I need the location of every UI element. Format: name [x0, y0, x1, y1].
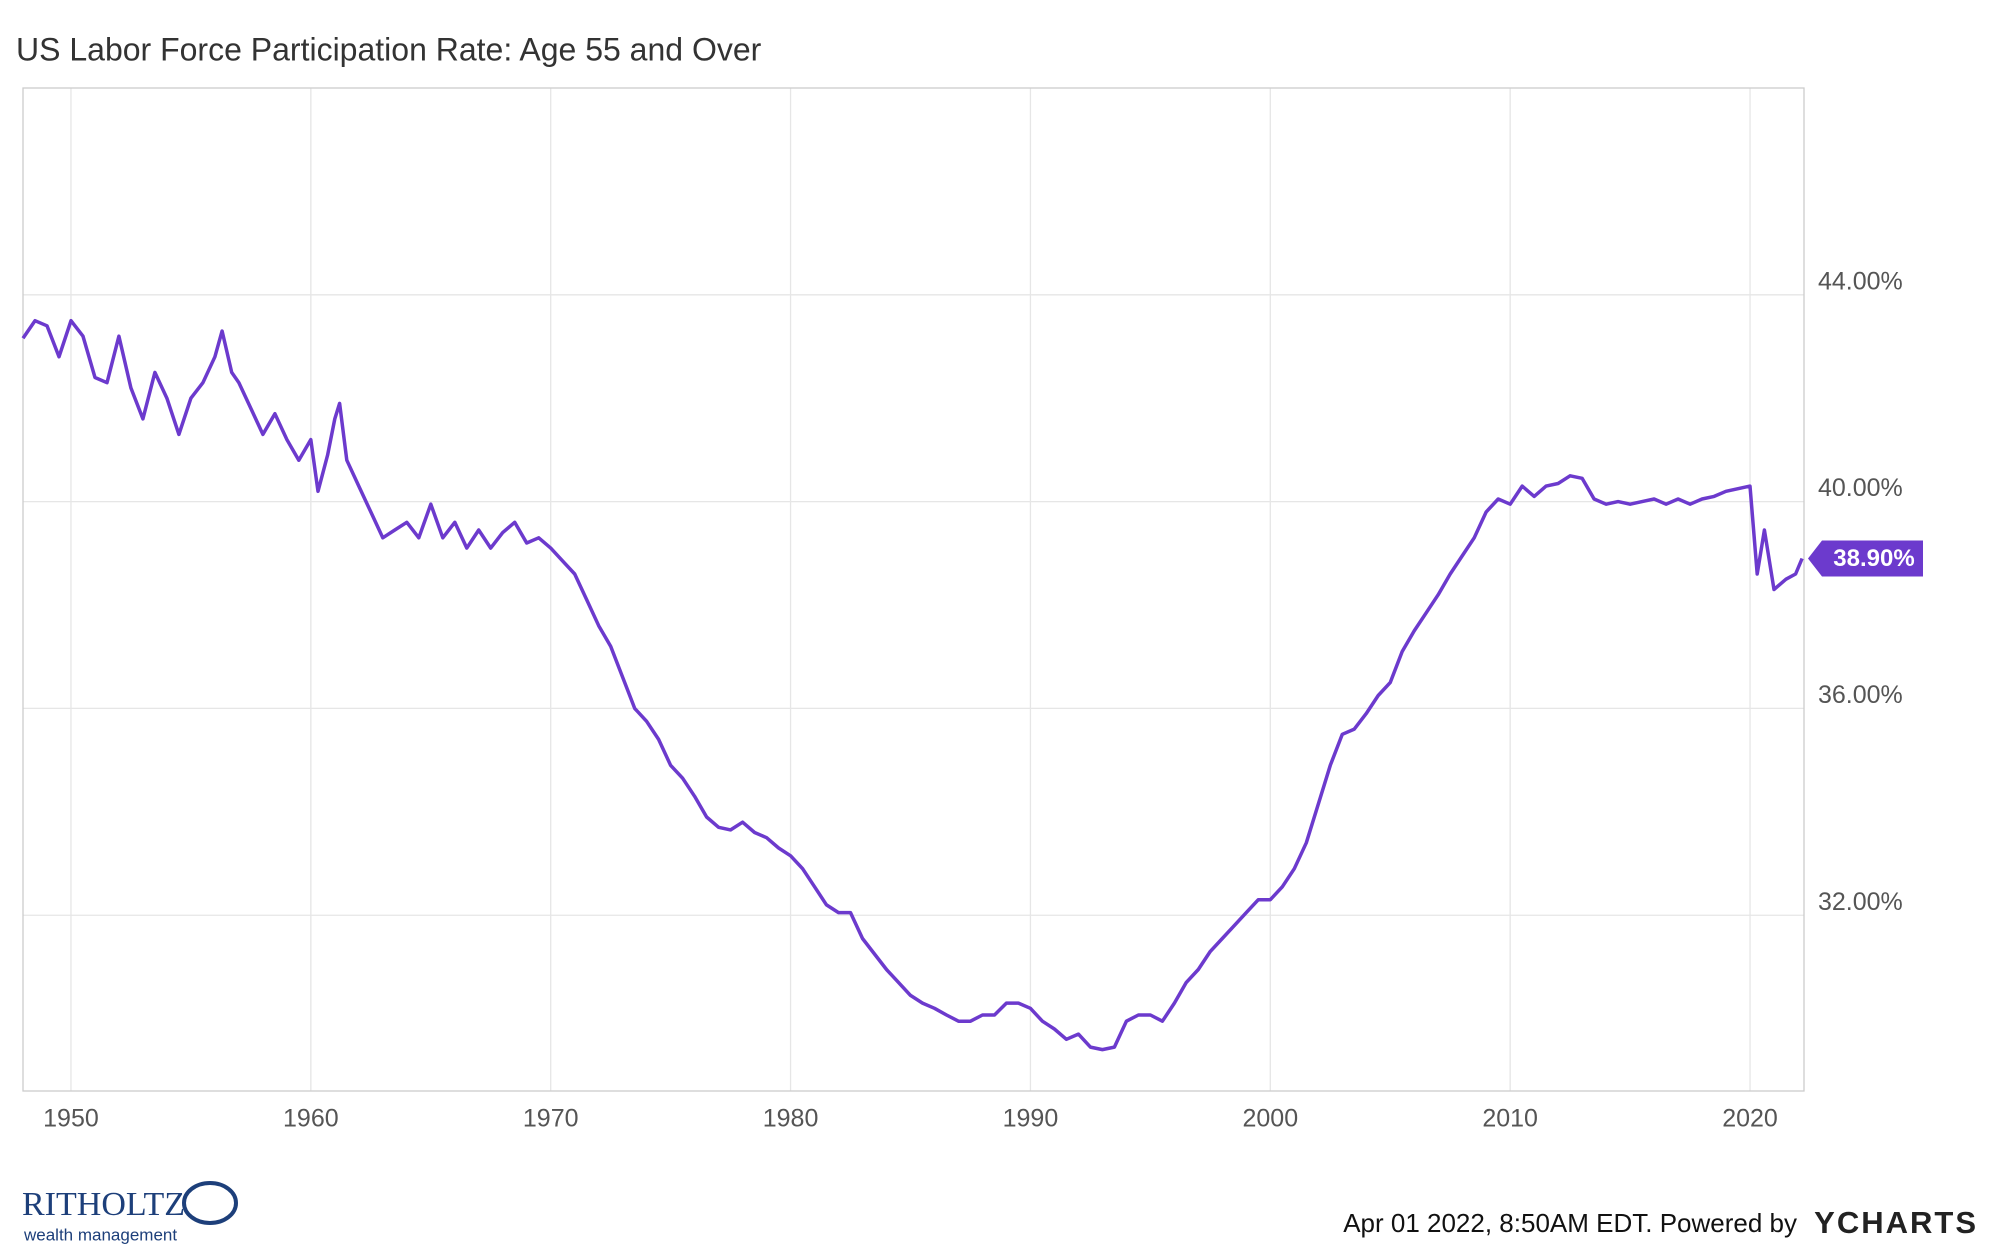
footer: Apr 01 2022, 8:50AM EDT. Powered by — [1343, 1208, 1797, 1238]
x-tick-label: 2020 — [1722, 1105, 1778, 1133]
x-tick-label: 2010 — [1482, 1105, 1538, 1133]
logo-subtitle: wealth management — [23, 1225, 177, 1244]
y-tick-label: 32.00% — [1818, 888, 1903, 916]
current-value-tag — [1808, 540, 1923, 577]
logo: RITHOLTZ — [22, 1186, 185, 1223]
x-tick-label: 1960 — [283, 1105, 339, 1133]
plot-border — [22, 87, 1805, 1092]
chart-title: US Labor Force Participation Rate: Age 5… — [16, 31, 762, 67]
x-tick-label: 1980 — [763, 1105, 819, 1133]
brand: YCHARTS — [1814, 1205, 1978, 1240]
logo-emblem — [182, 1181, 238, 1225]
y-tick-label: 40.00% — [1818, 474, 1903, 502]
x-tick-label: 1990 — [1003, 1105, 1059, 1133]
y-tick-label: 44.00% — [1818, 267, 1903, 295]
x-tick-label: 1950 — [43, 1105, 99, 1133]
line — [21, 318, 1804, 1052]
x-tick-label: 2000 — [1242, 1105, 1298, 1133]
x-tick-label: 1970 — [523, 1105, 579, 1133]
y-tick-label: 36.00% — [1818, 681, 1903, 709]
current-value-label: 38.90% — [1833, 545, 1914, 572]
